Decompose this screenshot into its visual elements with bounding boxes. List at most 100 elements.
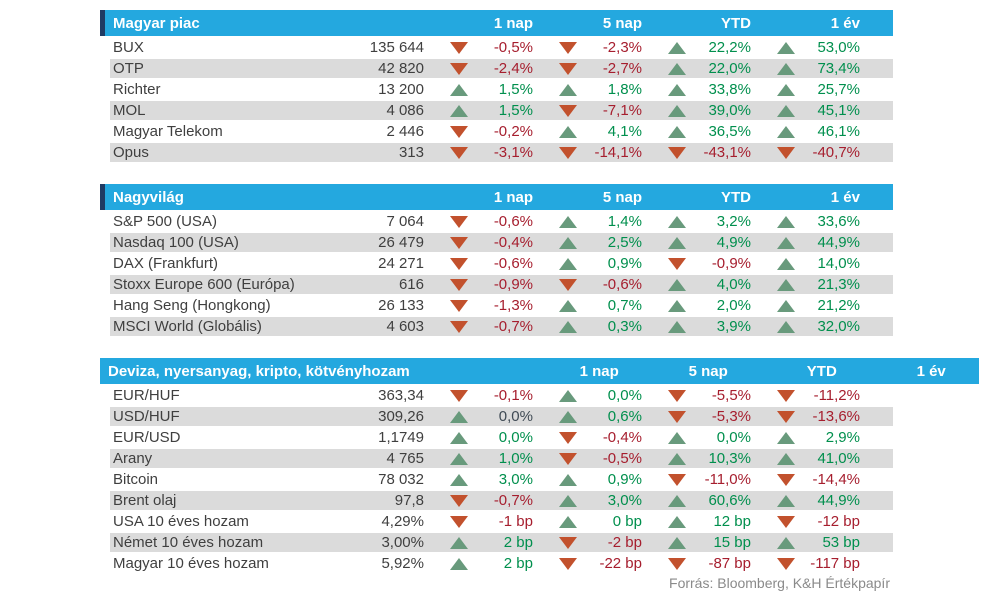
change-value: -0,1% xyxy=(493,387,533,404)
instrument-value: 313 xyxy=(398,144,424,161)
table-row: Brent olaj 97,8 -0,7% 3,0% 60,6% 44,9% xyxy=(110,491,893,510)
change-cell: 0,7% xyxy=(533,296,642,315)
change-cell: 3,0% xyxy=(533,491,642,510)
table-row: EUR/HUF 363,34 -0,1% 0,0% -5,5% -11,2% xyxy=(110,386,893,405)
instrument-name: BUX xyxy=(113,39,144,56)
arrow-down-icon xyxy=(777,473,795,486)
change-value: 0,0% xyxy=(607,387,642,404)
arrow-up-icon xyxy=(777,278,795,291)
change-cell: 53 bp xyxy=(751,533,860,552)
change-cell: 1,5% xyxy=(424,101,533,120)
change-value: 3,2% xyxy=(716,213,751,230)
arrow-up-icon xyxy=(559,83,577,96)
instrument-name: Arany xyxy=(113,450,153,467)
change-value: 14,0% xyxy=(817,255,860,272)
change-value: -5,3% xyxy=(711,408,751,425)
arrow-up-icon xyxy=(777,104,795,117)
change-cell: -5,5% xyxy=(642,386,751,405)
change-value: 21,3% xyxy=(817,276,860,293)
change-cell: 33,6% xyxy=(751,212,860,231)
arrow-down-icon xyxy=(450,278,468,291)
change-value: -22 bp xyxy=(599,555,642,572)
arrow-up-icon xyxy=(777,236,795,249)
change-cell: -1 bp xyxy=(424,512,533,531)
change-cell: 25,7% xyxy=(751,80,860,99)
arrow-up-icon xyxy=(668,299,686,312)
instrument-name: Bitcoin xyxy=(113,471,159,488)
arrow-down-icon xyxy=(450,146,468,159)
instrument-value: 616 xyxy=(398,276,424,293)
change-cell: -0,5% xyxy=(533,449,642,468)
arrow-up-icon xyxy=(777,125,795,138)
table-row: MOL 4 086 1,5% -7,1% 39,0% 45,1% xyxy=(110,101,893,120)
instrument-name: Nasdaq 100 (USA) xyxy=(113,234,239,251)
arrow-up-icon xyxy=(559,215,577,228)
arrow-up-icon xyxy=(559,473,577,486)
change-value: 46,1% xyxy=(817,123,860,140)
section-title: Deviza, nyersanyag, kripto, kötvényhozam xyxy=(108,362,410,380)
change-value: 1,0% xyxy=(498,450,533,467)
source-note: Forrás: Bloomberg, K&H Értékpapír xyxy=(669,575,890,591)
change-cell: -2,7% xyxy=(533,59,642,78)
header-accent-bar xyxy=(100,184,105,210)
change-value: 3,9% xyxy=(716,318,751,335)
change-cell: 0,9% xyxy=(533,254,642,273)
change-cell: -14,4% xyxy=(751,470,860,489)
change-value: -0,2% xyxy=(493,123,533,140)
arrow-down-icon xyxy=(777,146,795,159)
instrument-value: 5,92% xyxy=(381,555,424,572)
change-value: 60,6% xyxy=(708,492,751,509)
arrow-up-icon xyxy=(668,431,686,444)
header-accent-bar xyxy=(100,10,105,36)
instrument-value: 97,8 xyxy=(394,492,424,509)
arrow-up-icon xyxy=(559,515,577,528)
change-cell: -22 bp xyxy=(533,554,642,573)
arrow-up-icon xyxy=(559,236,577,249)
instrument-name: MSCI World (Globális) xyxy=(113,318,262,335)
arrow-down-icon xyxy=(559,41,577,54)
arrow-down-icon xyxy=(668,146,686,159)
change-value: -12 bp xyxy=(817,513,860,530)
change-cell: 1,8% xyxy=(533,80,642,99)
table-row: USD/HUF 309,26 0,0% 0,6% -5,3% -13,6% xyxy=(110,407,893,426)
table-row: S&P 500 (USA) 7 064 -0,6% 1,4% 3,2% 33,6% xyxy=(110,212,893,231)
change-cell: 4,1% xyxy=(533,122,642,141)
arrow-down-icon xyxy=(668,257,686,270)
change-value: 33,8% xyxy=(708,81,751,98)
change-cell: -0,4% xyxy=(424,233,533,252)
change-value: 1,8% xyxy=(607,81,642,98)
change-cell: 0,3% xyxy=(533,317,642,336)
change-cell: -0,5% xyxy=(424,38,533,57)
change-cell: -0,1% xyxy=(424,386,533,405)
change-value: 2,9% xyxy=(825,429,860,446)
change-value: 53,0% xyxy=(817,39,860,56)
column-header-5-nap: 5 nap xyxy=(602,14,642,32)
change-cell: 3,0% xyxy=(424,470,533,489)
instrument-name: DAX (Frankfurt) xyxy=(113,255,219,272)
change-value: -7,1% xyxy=(602,102,642,119)
table-row: Hang Seng (Hongkong) 26 133 -1,3% 0,7% 2,0% 2… xyxy=(110,296,893,315)
column-header-1-év: 1 év xyxy=(830,188,860,206)
change-value: -13,6% xyxy=(812,408,860,425)
arrow-up-icon xyxy=(668,320,686,333)
change-cell: 33,8% xyxy=(642,80,751,99)
instrument-name: MOL xyxy=(113,102,146,119)
change-value: 3,0% xyxy=(607,492,642,509)
instrument-name: Brent olaj xyxy=(113,492,177,509)
change-value: -87 bp xyxy=(708,555,751,572)
change-cell: 2,9% xyxy=(751,428,860,447)
instrument-value: 3,00% xyxy=(381,534,424,551)
change-value: 10,3% xyxy=(708,450,751,467)
arrow-down-icon xyxy=(559,278,577,291)
change-value: -0,7% xyxy=(493,492,533,509)
instrument-name: USA 10 éves hozam xyxy=(113,513,249,530)
change-cell: 41,0% xyxy=(751,449,860,468)
change-value: -0,4% xyxy=(493,234,533,251)
arrow-down-icon xyxy=(668,389,686,402)
change-cell: -13,6% xyxy=(751,407,860,426)
arrow-down-icon xyxy=(668,410,686,423)
arrow-up-icon xyxy=(668,215,686,228)
instrument-value: 135 644 xyxy=(369,39,424,56)
change-cell: -1,3% xyxy=(424,296,533,315)
change-value: 21,2% xyxy=(817,297,860,314)
